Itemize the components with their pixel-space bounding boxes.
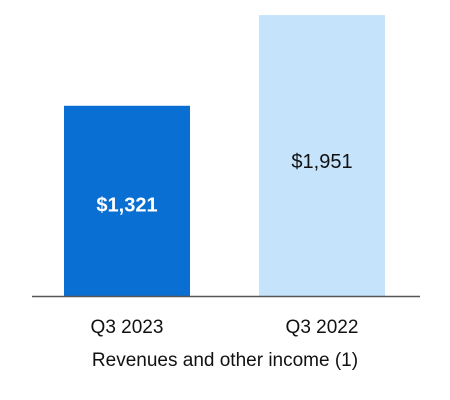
data-label-q3-2022: $1,951 — [291, 151, 352, 173]
bar-q3-2023 — [64, 105, 190, 296]
data-label-q3-2023: $1,321 — [96, 195, 157, 217]
x-axis-label: Revenues and other income (1) — [92, 350, 358, 371]
bar-q3-2022 — [259, 15, 385, 296]
x-tick-label-q3-2023: Q3 2023 — [91, 317, 164, 338]
x-tick-label-q3-2022: Q3 2022 — [286, 317, 359, 338]
